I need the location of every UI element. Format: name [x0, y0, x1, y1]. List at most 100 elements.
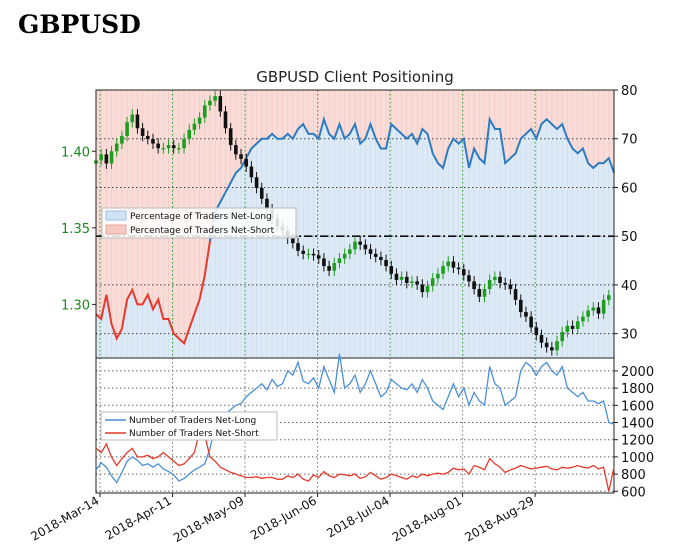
candle-body [363, 244, 368, 250]
candle-body [311, 253, 316, 256]
legend-label-net-short: Percentage of Traders Net-Short [130, 226, 275, 236]
candle-body [171, 145, 176, 149]
candle-body [223, 111, 228, 129]
candle-body [451, 261, 456, 268]
candle-body [534, 327, 539, 336]
percent-tick-label: 80 [621, 84, 638, 99]
candle-body [601, 299, 606, 314]
candle-body [114, 143, 119, 152]
candle-body [265, 198, 269, 210]
legend-label-count-net-long: Number of Traders Net-Long [129, 416, 256, 426]
candle-body [316, 255, 321, 259]
candle-body [99, 154, 103, 161]
candle-body [182, 139, 186, 149]
candle-body [301, 250, 305, 254]
candle-body [322, 258, 326, 267]
candle-body [550, 347, 554, 351]
candle-body [104, 154, 109, 164]
candle-body [177, 148, 181, 150]
candle-body [446, 261, 451, 267]
candle-body [156, 143, 160, 149]
candle-body [399, 276, 404, 280]
candle-body [379, 256, 383, 260]
candle-body [544, 342, 549, 348]
price-tick-label: 1.35 [61, 222, 90, 237]
candle-body [208, 100, 212, 106]
bottom-panel-frame [95, 357, 615, 494]
candle-body [596, 307, 601, 314]
page-title: GBPUSD [18, 10, 141, 39]
candle-body [332, 263, 337, 271]
candle-body [192, 123, 197, 130]
candle-body [575, 321, 580, 329]
candle-body [166, 145, 171, 149]
x-tick-label: 2018-Jun-06 [248, 493, 319, 542]
candle-body [405, 276, 409, 283]
x-tick-label: 2018-Jul-04 [324, 493, 391, 540]
percent-tick-label: 60 [621, 181, 638, 196]
count-tick-label: 1600 [621, 399, 654, 414]
x-tick-label: 2018-Aug-01 [390, 493, 464, 544]
candle-body [202, 105, 207, 118]
count-tick-label: 600 [621, 485, 646, 500]
candle-body [420, 284, 425, 293]
count-tick-label: 1800 [621, 382, 654, 397]
legend-box [100, 411, 278, 441]
price-tick-label: 1.40 [61, 145, 90, 160]
legend-swatch-net-long [105, 210, 127, 221]
candle-body [218, 96, 223, 112]
candle-body [591, 307, 596, 311]
candle-body [249, 166, 254, 178]
candle-body [244, 158, 249, 167]
candle-body [410, 281, 414, 283]
price-tick-label: 1.30 [61, 298, 90, 313]
candle-body [555, 341, 559, 351]
candle-body [239, 154, 243, 159]
candle-body [306, 253, 311, 256]
candle-body [259, 188, 264, 199]
candle-body [337, 258, 342, 264]
percent-tick-label: 70 [621, 133, 638, 148]
legend-box [101, 207, 297, 239]
candle-body [472, 281, 476, 290]
x-tick-label: 2018-Apr-11 [103, 493, 174, 542]
candle-body [197, 117, 202, 124]
candle-body [565, 325, 570, 332]
candle-body [508, 284, 513, 290]
percent-tick-label: 30 [621, 328, 638, 343]
candle-body [503, 282, 508, 285]
candle-body [461, 269, 466, 276]
top-legend [101, 207, 297, 239]
candle-body [342, 253, 347, 259]
candle-body [109, 151, 114, 164]
x-tick-label: 2018-May-09 [171, 493, 246, 545]
candle-body [353, 241, 357, 250]
candle-body [477, 289, 482, 297]
candle-body [560, 331, 564, 342]
candle-body [140, 128, 145, 136]
candle-body [228, 128, 233, 146]
candle-body [125, 122, 129, 136]
candle-body [436, 273, 440, 279]
candle-body [146, 135, 150, 140]
candle-body [384, 259, 388, 267]
candle-body [425, 286, 430, 293]
candle-body [518, 299, 523, 313]
legend-label-count-net-short: Number of Traders Net-Short [129, 429, 259, 439]
count-tick-label: 2000 [621, 365, 654, 380]
net-long-count-line [95, 353, 615, 484]
count-tick-label: 800 [621, 468, 646, 483]
candle-body [513, 289, 518, 300]
candle-body [441, 266, 445, 274]
candle-body [498, 276, 502, 283]
candle-body [187, 129, 192, 140]
candle-body [120, 135, 124, 144]
candle-body [296, 243, 300, 251]
net-long-percent-line [209, 115, 615, 242]
bottom-legend [100, 411, 278, 441]
chart-title: GBPUSD Client Positioning [256, 68, 454, 86]
percent-tick-label: 50 [621, 230, 638, 245]
candle-body [493, 276, 497, 280]
candle-body [456, 267, 461, 270]
